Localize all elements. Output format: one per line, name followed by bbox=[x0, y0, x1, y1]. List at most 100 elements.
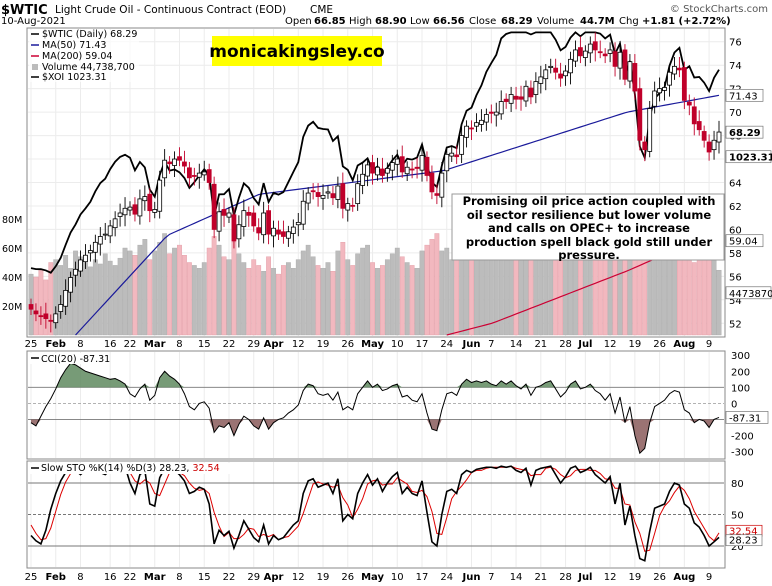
x-tick-label-bottom: 26 bbox=[341, 572, 354, 583]
candle-body bbox=[196, 172, 202, 178]
volume-bar bbox=[597, 250, 603, 336]
volume-bar bbox=[389, 253, 395, 336]
candle-body bbox=[568, 58, 573, 74]
price-badge-label: 1023.31 bbox=[729, 153, 772, 164]
volume-bar bbox=[563, 250, 568, 336]
candle-body bbox=[582, 50, 588, 58]
candle bbox=[578, 36, 583, 64]
volume-bar bbox=[177, 244, 182, 336]
candle bbox=[375, 157, 380, 181]
candle-body bbox=[399, 156, 405, 173]
candle-body bbox=[498, 101, 504, 115]
candle bbox=[696, 110, 702, 136]
x-tick-label-top: 8 bbox=[77, 339, 83, 350]
price-panel-frame bbox=[26, 27, 726, 338]
volume-bar bbox=[429, 239, 435, 336]
candle-body bbox=[305, 192, 311, 204]
candle bbox=[290, 219, 296, 244]
candle bbox=[459, 124, 465, 164]
x-tick-label-bottom: 24 bbox=[440, 572, 453, 583]
volume-bar bbox=[498, 253, 504, 336]
sto-title: Slow STO %K(14) %D(3) 28.23, 32.54 bbox=[29, 463, 244, 474]
volume-bar bbox=[474, 253, 479, 336]
volume-bar bbox=[345, 259, 351, 336]
x-tick-label-bottom: 28 bbox=[559, 572, 572, 583]
volume-bar bbox=[127, 250, 133, 336]
volume-bar bbox=[607, 247, 613, 336]
candle-body bbox=[632, 63, 638, 92]
close-value: 68.29 bbox=[501, 16, 533, 27]
candle bbox=[191, 167, 197, 186]
sto-tick-label: 50 bbox=[731, 511, 744, 522]
candle-body bbox=[48, 319, 54, 322]
candle-body bbox=[330, 193, 336, 199]
candle bbox=[112, 211, 118, 237]
price-tick-label: 62 bbox=[729, 202, 742, 213]
cci-title-text: CCI(20) -87.31 bbox=[41, 354, 110, 365]
volume-bar bbox=[211, 236, 217, 336]
x-tick-label-top: 28 bbox=[559, 339, 572, 350]
candle bbox=[563, 65, 568, 86]
candle-body bbox=[152, 209, 158, 213]
volume-bar bbox=[454, 253, 460, 336]
price-badge-box bbox=[725, 286, 772, 300]
candle-body bbox=[409, 168, 415, 171]
candle bbox=[186, 161, 192, 187]
volume-tick-label: 60M bbox=[2, 244, 22, 255]
candle bbox=[597, 40, 603, 59]
cci-tick-label: -200 bbox=[731, 432, 754, 443]
volume-bar bbox=[53, 259, 59, 336]
candle-body bbox=[290, 226, 296, 234]
candle bbox=[587, 36, 593, 63]
candle bbox=[172, 151, 177, 177]
volume-bar bbox=[409, 265, 415, 336]
volume-bar bbox=[340, 241, 346, 336]
axis-labels: 7674727068666462605856545280M60M40M20M71… bbox=[2, 38, 772, 583]
price-tick-label: 58 bbox=[729, 249, 742, 260]
x-tick-label-top: 19 bbox=[628, 339, 641, 350]
candle bbox=[38, 306, 44, 325]
candle-body bbox=[177, 156, 182, 161]
volume-bar bbox=[706, 253, 712, 336]
watermark: monicakingsley.co bbox=[209, 42, 385, 62]
x-tick-label-bottom: 21 bbox=[534, 572, 547, 583]
volume-value: 44.7M bbox=[580, 16, 615, 27]
sto-title-text: Slow STO %K(14) %D(3) 28.23, 32.54 bbox=[41, 463, 220, 474]
candle-body bbox=[310, 190, 316, 193]
candle bbox=[543, 64, 549, 91]
candle-body bbox=[533, 81, 539, 95]
cci-tick-label: 300 bbox=[731, 351, 750, 362]
candle-body bbox=[652, 90, 658, 107]
candle-body bbox=[573, 49, 578, 62]
sto-tick-label: 80 bbox=[731, 479, 744, 490]
candle bbox=[672, 56, 677, 80]
cci-badge-box bbox=[725, 411, 769, 424]
candle bbox=[325, 186, 331, 199]
candle-body bbox=[266, 210, 271, 235]
candle bbox=[350, 197, 356, 212]
price-legend: $WTIC (Daily) 68.29 MA(50) 71.43 MA(200)… bbox=[29, 29, 139, 83]
candle bbox=[528, 80, 534, 105]
candle-body bbox=[261, 212, 267, 236]
x-tick-label-bottom: 12 bbox=[292, 572, 305, 583]
candle bbox=[558, 62, 564, 87]
candle bbox=[211, 176, 217, 239]
candle-body bbox=[350, 204, 356, 207]
candle bbox=[261, 201, 267, 244]
volume-bar bbox=[92, 259, 98, 336]
high-value: 68.90 bbox=[375, 16, 407, 27]
volume-bar bbox=[191, 265, 197, 336]
candle bbox=[87, 244, 93, 262]
candle-body bbox=[63, 290, 69, 307]
legend-xoi: $XOI 1023.31 bbox=[42, 72, 107, 83]
candle-body bbox=[389, 162, 395, 171]
candle-body bbox=[592, 41, 598, 51]
candle-body bbox=[182, 161, 187, 167]
volume-bar bbox=[582, 247, 588, 336]
sto-title-black: Slow STO %K(14) %D(3) 28.23, bbox=[41, 463, 189, 474]
candle-body bbox=[414, 166, 420, 169]
candle-body bbox=[58, 304, 64, 312]
candle-body bbox=[706, 141, 712, 153]
volume-bar bbox=[310, 256, 316, 336]
volume-bar bbox=[285, 262, 291, 336]
